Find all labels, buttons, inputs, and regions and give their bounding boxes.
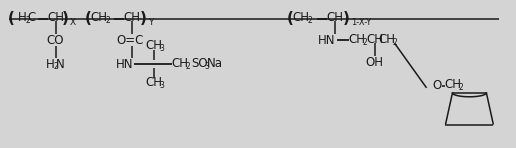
Text: 2: 2 xyxy=(308,16,312,25)
Text: X: X xyxy=(70,18,75,27)
Text: Na: Na xyxy=(207,57,223,70)
Text: CH: CH xyxy=(366,33,383,46)
Text: 3: 3 xyxy=(205,62,209,71)
Text: OH: OH xyxy=(366,56,384,69)
Text: CH: CH xyxy=(444,78,461,91)
Text: O: O xyxy=(432,79,441,92)
Text: ): ) xyxy=(140,11,147,26)
Text: CH: CH xyxy=(348,33,365,46)
Text: CH: CH xyxy=(47,11,64,24)
Text: 3: 3 xyxy=(160,81,165,90)
Text: CH: CH xyxy=(326,11,343,24)
Text: C: C xyxy=(27,11,36,24)
Text: 2: 2 xyxy=(53,62,58,71)
Text: SO: SO xyxy=(191,57,207,70)
Text: 2: 2 xyxy=(105,16,110,25)
Text: CH: CH xyxy=(172,57,189,70)
Text: O=C: O=C xyxy=(117,34,144,47)
Text: 1-X-Y: 1-X-Y xyxy=(350,18,371,27)
Text: CH: CH xyxy=(90,11,107,24)
Text: HN: HN xyxy=(116,58,133,71)
Text: CH: CH xyxy=(293,11,310,24)
Text: CO: CO xyxy=(47,34,64,47)
Text: 2: 2 xyxy=(186,62,190,71)
Text: H: H xyxy=(46,58,55,71)
Text: Y: Y xyxy=(148,18,153,27)
Text: 2: 2 xyxy=(458,83,463,92)
Text: N: N xyxy=(56,58,65,71)
Text: ): ) xyxy=(342,11,349,26)
Text: 2: 2 xyxy=(362,38,367,47)
Text: CH: CH xyxy=(146,39,163,52)
Text: HN: HN xyxy=(318,34,335,47)
Text: CH: CH xyxy=(378,33,395,46)
Text: CH: CH xyxy=(124,11,141,24)
Text: ): ) xyxy=(62,11,69,26)
Text: (: ( xyxy=(286,11,294,26)
Text: (: ( xyxy=(85,11,92,26)
Text: (: ( xyxy=(8,11,15,26)
Text: 2: 2 xyxy=(392,38,397,47)
Text: 3: 3 xyxy=(160,44,165,53)
Text: CH: CH xyxy=(146,76,163,89)
Text: H: H xyxy=(18,11,27,24)
Text: 2: 2 xyxy=(25,16,30,25)
